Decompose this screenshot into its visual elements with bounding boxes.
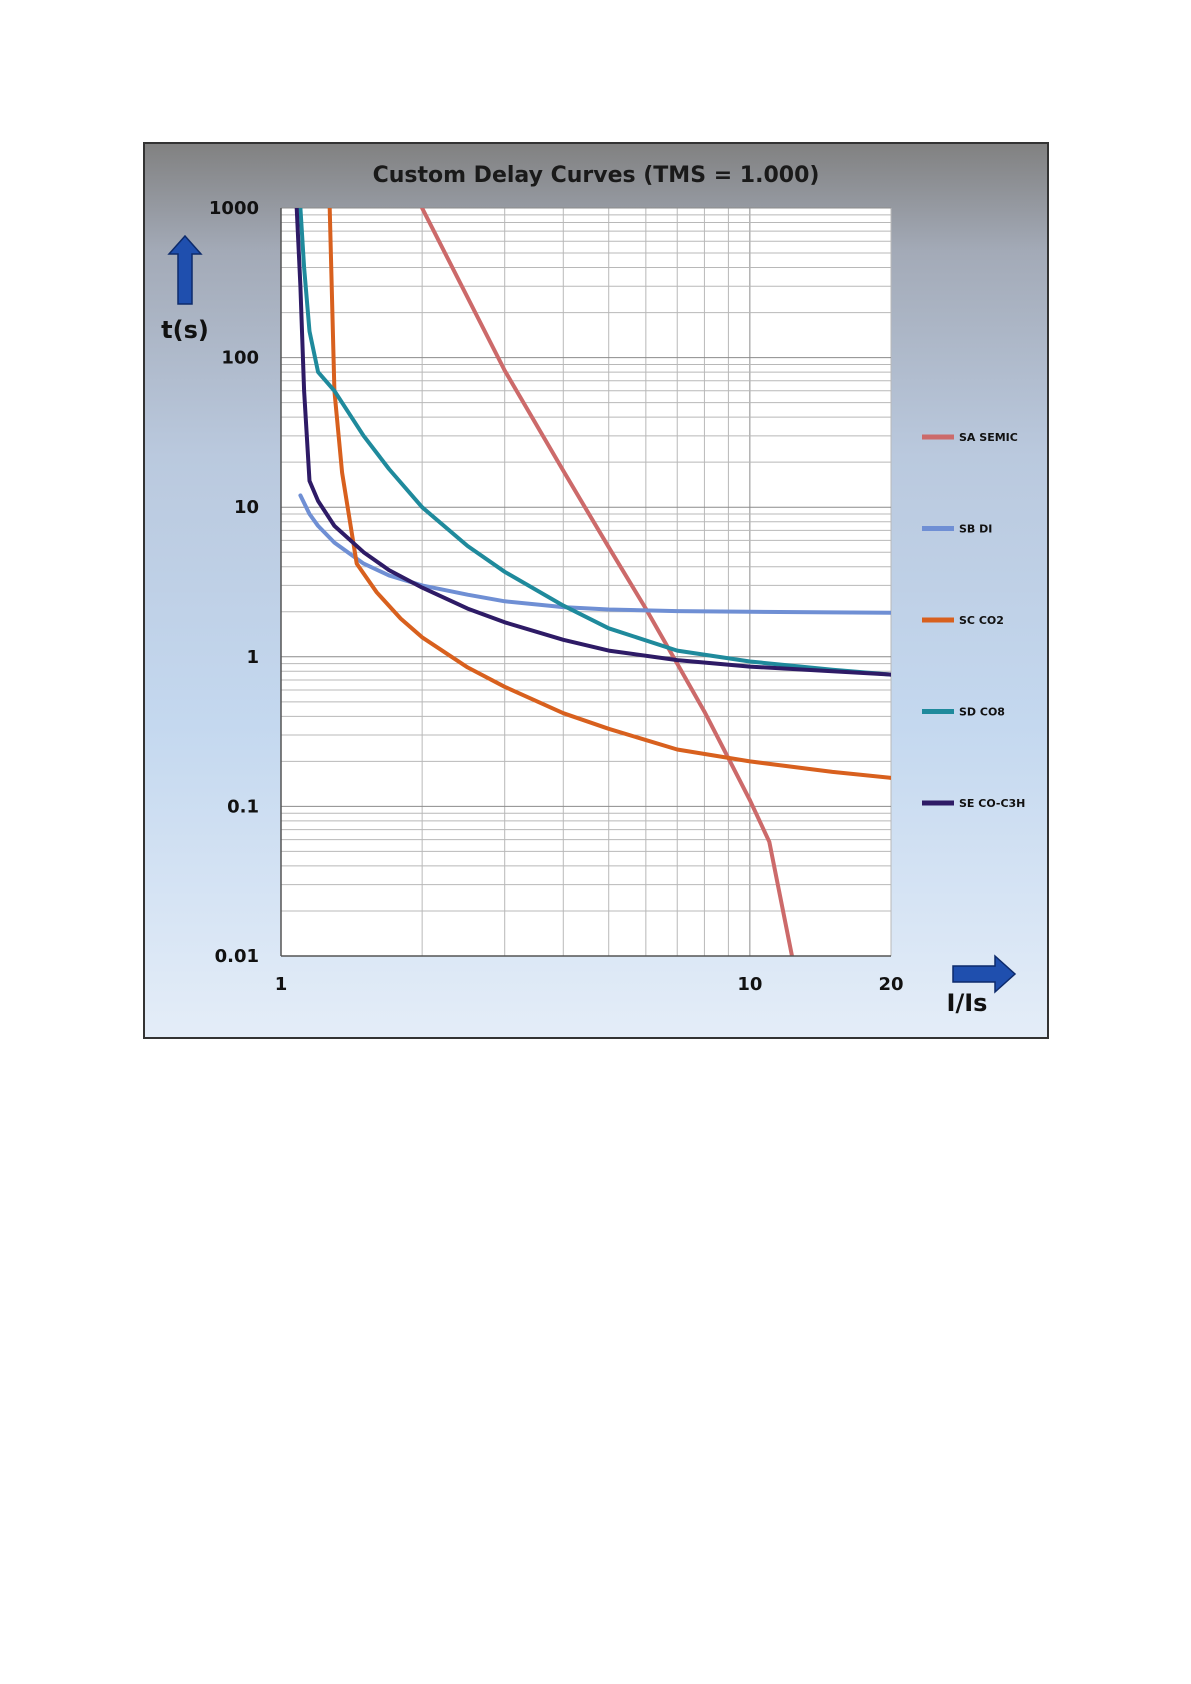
series-line-1 [298,493,891,615]
series-line-0 [420,208,794,956]
axes [280,208,891,957]
legend-label: SC CO2 [959,614,1004,627]
y-tick-label: 1 [246,647,259,668]
legend-label: SD CO8 [959,706,1005,719]
x-axis-label: I/Is [947,989,988,1017]
plot-area [281,208,891,956]
x-tick-label: 10 [737,974,762,995]
chart-panel: Custom Delay Curves (TMS = 1.000) t(s) I… [143,142,1049,1039]
x-axis-arrow-icon [952,954,1017,994]
y-tick-label: 0.1 [227,796,259,817]
legend-item: SD CO8 [922,706,1005,719]
legend-item: SA SEMIC [922,431,1018,444]
y-tick-label: 1000 [209,198,259,219]
legend-label: SA SEMIC [959,431,1018,444]
y-axis-arrow-icon [167,234,203,305]
x-tick-label: 1 [275,974,288,995]
y-tick-label: 10 [234,497,259,518]
chart-title: Custom Delay Curves (TMS = 1.000) [373,163,820,188]
series-line-2 [327,208,891,780]
y-tick-labels: 1000 100 10 1 0.1 0.01 [209,198,259,967]
y-tick-label: 0.01 [215,946,259,967]
y-axis-label: t(s) [161,316,209,344]
series-line-3 [298,208,891,677]
x-tick-label: 20 [878,974,903,995]
y-tick-label: 100 [221,348,259,369]
legend: SA SEMIC SB DI SC CO2 SD CO8 SE CO-C3H [922,431,1025,810]
series-line-4 [294,208,891,677]
legend-label: SE CO-C3H [959,797,1025,810]
legend-item: SC CO2 [922,614,1004,627]
legend-label: SB DI [959,523,992,536]
series-layer [294,208,891,956]
x-tick-labels: 1 10 20 [275,974,904,995]
chart-svg: Custom Delay Curves (TMS = 1.000) t(s) I… [161,163,1025,1017]
legend-item: SE CO-C3H [922,797,1025,810]
legend-item: SB DI [922,523,992,536]
